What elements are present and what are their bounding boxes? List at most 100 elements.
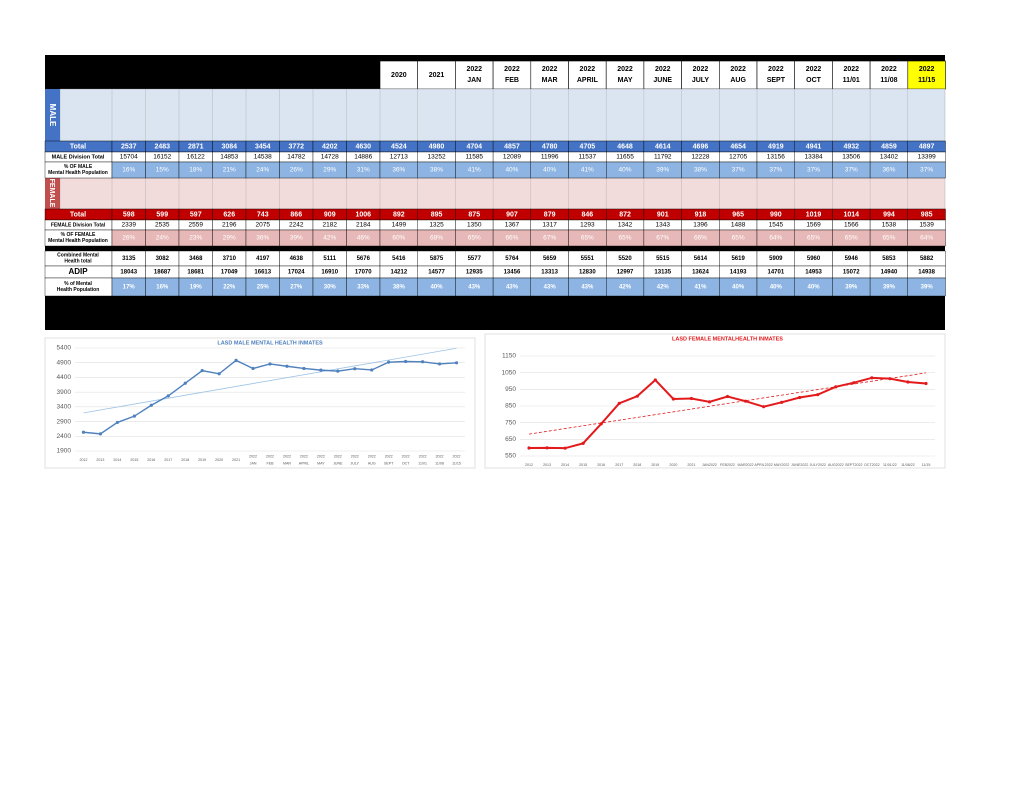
cell-value: 901 [657,211,669,218]
cell-value: 66% [505,235,518,242]
cell-value: 14577 [428,270,445,276]
point [336,369,340,373]
cell-value: 12713 [390,154,408,161]
cell-value: 2535 [155,222,170,229]
x-tick-label: 11/01/22 [883,463,897,467]
point [251,366,255,371]
cell-value: 5111 [323,256,336,262]
header-year: 2022 [580,66,596,73]
x-tick-label: 2022 JUNE [333,454,343,465]
black-band [45,61,380,89]
cell-value: 38% [393,285,406,291]
cell [907,277,946,297]
header-year: 2022 [466,66,482,73]
point [217,372,221,376]
x-tick-label: APRIL2022 [754,463,772,467]
x-tick-label: 2022 AUG [368,454,376,465]
cell-value: 37% [845,167,858,174]
cell-value: 14853 [220,154,238,161]
header-cell [869,60,909,90]
y-tick-label: 1150 [502,353,516,360]
point [563,446,567,450]
x-tick-label: JAN2022 [702,463,717,467]
cell-value: 15% [156,167,169,174]
cell-value: 11996 [541,154,559,161]
row-label: % of Mental Health Population [57,281,100,293]
x-tick-label: 2022 11/01 [418,454,427,465]
cell-value: 2483 [154,143,170,150]
cell-value: 64% [769,235,782,242]
cell-value: 2182 [323,222,338,229]
cell-value: 37% [769,167,782,174]
cell-value: 1350 [467,222,482,229]
x-tick-label: 2022 SEPT [384,454,394,465]
black-band [45,246,945,251]
point [581,441,585,445]
cell-value: 5614 [694,256,708,262]
cell-value: 5659 [543,256,557,262]
y-tick-label: 1900 [57,448,72,455]
y-tick-label: 5400 [57,345,72,352]
point [200,369,204,373]
cell-value: 43% [468,285,481,291]
y-tick-label: 3900 [57,389,72,396]
cell-value: 60% [392,235,405,242]
x-tick-label: 2013 [96,458,104,462]
cell-value: 23% [189,235,202,242]
cell-value: 11792 [654,154,672,161]
point [761,405,766,409]
point [852,381,856,385]
cell-value: 5882 [920,256,934,262]
cell-value: 994 [883,211,895,218]
header-period: SEPT [767,77,786,84]
cell-value: 2075 [256,222,271,229]
x-tick-label: 2015 [130,458,138,462]
y-tick-label: 4900 [57,359,72,366]
cell-value: 4614 [655,143,671,150]
cell-value: 5577 [468,256,482,262]
cell-value: 14886 [354,154,372,161]
cell-value: 1343 [656,222,671,229]
point [780,400,784,404]
point [302,366,306,371]
cell-value: 33% [357,285,370,291]
cell-value: 4524 [391,143,407,150]
cell-value: 41% [581,167,594,174]
cell-value: 5853 [882,256,896,262]
cell-value: 18% [189,167,202,174]
point [404,359,408,364]
cell-value: 4705 [580,143,596,150]
x-tick-label: 2018 [633,463,641,467]
row-label: ADIP [68,267,88,276]
point [183,381,187,385]
point [870,376,874,380]
cell-value: 40% [808,285,821,291]
cell-value: 2559 [189,222,204,229]
cell-value: 1006 [355,211,371,218]
header-cell [455,60,494,90]
cell-value: 1019 [806,211,822,218]
cell-value: 66% [694,235,707,242]
cell-value: 18043 [120,270,137,276]
cell-value: 5551 [581,256,595,262]
cell-value: 18681 [187,270,204,276]
cell-value: 4630 [355,143,371,150]
header-year: 2022 [768,66,784,73]
cell-value: 872 [619,211,631,218]
header-cell [832,60,871,90]
x-tick-label: 2014 [561,463,569,467]
x-tick-label: 2016 [597,463,605,467]
cell-value: 42% [323,235,336,242]
x-tick-label: 2016 [147,458,155,462]
header-cell [379,60,419,90]
point [319,368,323,372]
point [743,399,748,403]
cell-value: 36% [882,167,895,174]
point [527,446,531,450]
cell-value: 14938 [918,270,935,276]
header-cell [794,60,833,90]
header-period: 11/08 [880,77,897,84]
cell-value: 65% [732,235,745,242]
cell-value: 39% [656,167,669,174]
